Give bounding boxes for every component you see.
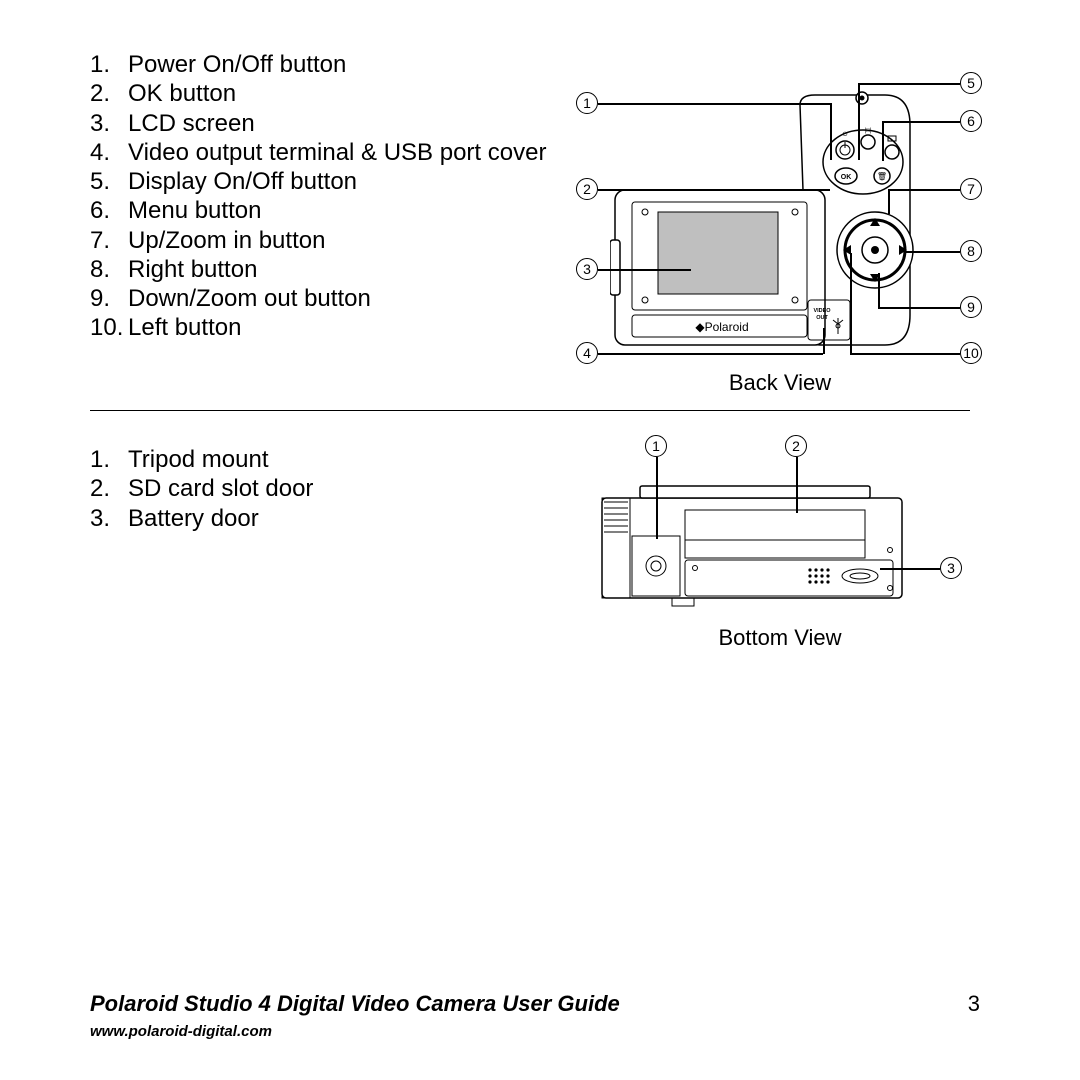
list-item-text: Menu button xyxy=(128,196,570,225)
list-item-text: Video output terminal & USB port cover xyxy=(128,138,570,167)
callout-label: 2 xyxy=(785,435,807,457)
bottom-view-section: 1.Tripod mount 2.SD card slot door 3.Bat… xyxy=(90,435,990,655)
svg-text:|□|: |□| xyxy=(865,128,872,134)
list-item-text: Display On/Off button xyxy=(128,167,570,196)
svg-text:⏻: ⏻ xyxy=(843,131,848,138)
callout-label: 9 xyxy=(960,296,982,318)
back-view-caption: Back View xyxy=(630,370,930,396)
list-item: 4.Video output terminal & USB port cover xyxy=(90,138,570,167)
bottom-view-diagram-region: 1 2 3 xyxy=(570,435,990,655)
list-item-number: 2. xyxy=(90,474,128,503)
list-item: 2.OK button xyxy=(90,79,570,108)
page-number: 3 xyxy=(968,991,980,1017)
callout-label: 6 xyxy=(960,110,982,132)
callout-label: 1 xyxy=(645,435,667,457)
callout-label: 7 xyxy=(960,178,982,200)
callout-label: 10 xyxy=(960,342,982,364)
bottom-view-list: 1.Tripod mount 2.SD card slot door 3.Bat… xyxy=(90,435,570,533)
callout-label: 5 xyxy=(960,72,982,94)
list-item-number: 1. xyxy=(90,445,128,474)
list-item-text: SD card slot door xyxy=(128,474,570,503)
polaroid-brand-text: ◆Polaroid xyxy=(695,320,748,334)
list-item: 1.Power On/Off button xyxy=(90,50,570,79)
back-view-section: 1.Power On/Off button 2.OK button 3.LCD … xyxy=(90,50,990,390)
list-item-text: Up/Zoom in button xyxy=(128,226,570,255)
list-item-text: Right button xyxy=(128,255,570,284)
list-item-text: LCD screen xyxy=(128,109,570,138)
camera-bottom-view-icon xyxy=(600,480,920,610)
list-item-number: 3. xyxy=(90,109,128,138)
list-item: 2.SD card slot door xyxy=(90,474,570,503)
list-item-number: 9. xyxy=(90,284,128,313)
list-item-number: 8. xyxy=(90,255,128,284)
callout-label: 3 xyxy=(940,557,962,579)
list-item: 5.Display On/Off button xyxy=(90,167,570,196)
callout-label: 8 xyxy=(960,240,982,262)
list-item-number: 4. xyxy=(90,138,128,167)
list-item-text: Left button xyxy=(128,313,570,342)
list-item-number: 2. xyxy=(90,79,128,108)
page-footer: Polaroid Studio 4 Digital Video Camera U… xyxy=(90,991,990,1040)
page-content: 1.Power On/Off button 2.OK button 3.LCD … xyxy=(90,50,990,655)
callout-label: 3 xyxy=(576,258,598,280)
list-item: 3.Battery door xyxy=(90,504,570,533)
back-view-diagram-region: 1 2 3 4 5 6 7 8 9 10 xyxy=(570,50,990,390)
list-item-number: 7. xyxy=(90,226,128,255)
list-item: 9.Down/Zoom out button xyxy=(90,284,570,313)
list-item-text: Battery door xyxy=(128,504,570,533)
list-item-number: 6. xyxy=(90,196,128,225)
list-item: 3.LCD screen xyxy=(90,109,570,138)
svg-text:🗑: 🗑 xyxy=(877,172,887,181)
list-item-number: 3. xyxy=(90,504,128,533)
list-item: 10.Left button xyxy=(90,313,570,342)
footer-url: www.polaroid-digital.com xyxy=(90,1023,990,1040)
list-item: 6.Menu button xyxy=(90,196,570,225)
svg-text:OK: OK xyxy=(841,174,852,181)
list-item: 1.Tripod mount xyxy=(90,445,570,474)
list-item-text: OK button xyxy=(128,79,570,108)
callout-label: 1 xyxy=(576,92,598,114)
svg-text:VIDEO: VIDEO xyxy=(813,308,831,314)
list-item-number: 1. xyxy=(90,50,128,79)
bottom-view-caption: Bottom View xyxy=(630,625,930,651)
svg-text:OUT: OUT xyxy=(816,315,828,321)
footer-title: Polaroid Studio 4 Digital Video Camera U… xyxy=(90,991,620,1017)
list-item: 8.Right button xyxy=(90,255,570,284)
back-view-list: 1.Power On/Off button 2.OK button 3.LCD … xyxy=(90,50,570,343)
list-item-number: 10. xyxy=(90,313,128,342)
section-divider xyxy=(90,410,970,411)
callout-label: 2 xyxy=(576,178,598,200)
list-item-text: Tripod mount xyxy=(128,445,570,474)
callout-label: 4 xyxy=(576,342,598,364)
list-item-number: 5. xyxy=(90,167,128,196)
list-item-text: Down/Zoom out button xyxy=(128,284,570,313)
list-item-text: Power On/Off button xyxy=(128,50,570,79)
list-item: 7.Up/Zoom in button xyxy=(90,226,570,255)
